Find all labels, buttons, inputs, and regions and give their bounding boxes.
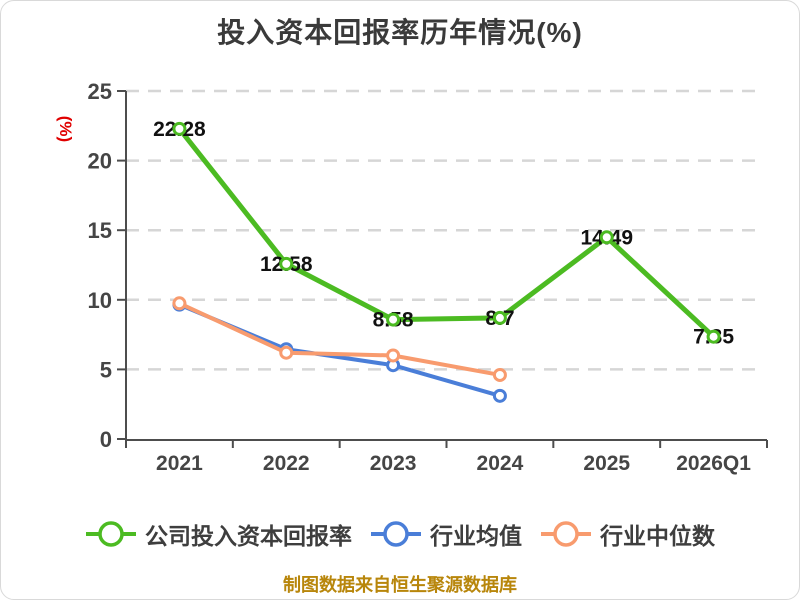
company-series-marker-icon [86, 521, 136, 547]
svg-text:5: 5 [100, 357, 112, 382]
svg-text:2021: 2021 [156, 452, 203, 475]
svg-text:10: 10 [88, 288, 112, 313]
legend-label-company: 公司投入资本回报率 [145, 523, 352, 549]
svg-text:2023: 2023 [370, 452, 417, 475]
svg-text:2026Q1: 2026Q1 [676, 452, 751, 475]
svg-text:0: 0 [100, 427, 112, 452]
source-note: 制图数据来自恒生聚源数据库 [283, 575, 517, 595]
legend-label-industry-mean: 行业均值 [430, 523, 522, 549]
industry-median-series-marker-icon [541, 521, 591, 547]
svg-text:20: 20 [88, 149, 112, 174]
legend-item-industry-median: 行业中位数 [540, 517, 715, 551]
industry-mean-series-marker-icon [371, 521, 421, 547]
legend-item-industry-mean: 行业均值 [370, 517, 522, 551]
legend-item-company: 公司投入资本回报率 [85, 517, 352, 551]
legend: 公司投入资本回报率 行业均值 行业中位数 [1, 517, 799, 551]
svg-text:25: 25 [88, 79, 112, 104]
svg-text:2025: 2025 [583, 452, 630, 475]
legend-label-industry-median: 行业中位数 [600, 523, 715, 549]
svg-text:2022: 2022 [263, 452, 310, 475]
svg-text:15: 15 [88, 218, 112, 243]
svg-text:2024: 2024 [477, 452, 524, 475]
chart-title: 投入资本回报率历年情况(%) [217, 17, 583, 48]
